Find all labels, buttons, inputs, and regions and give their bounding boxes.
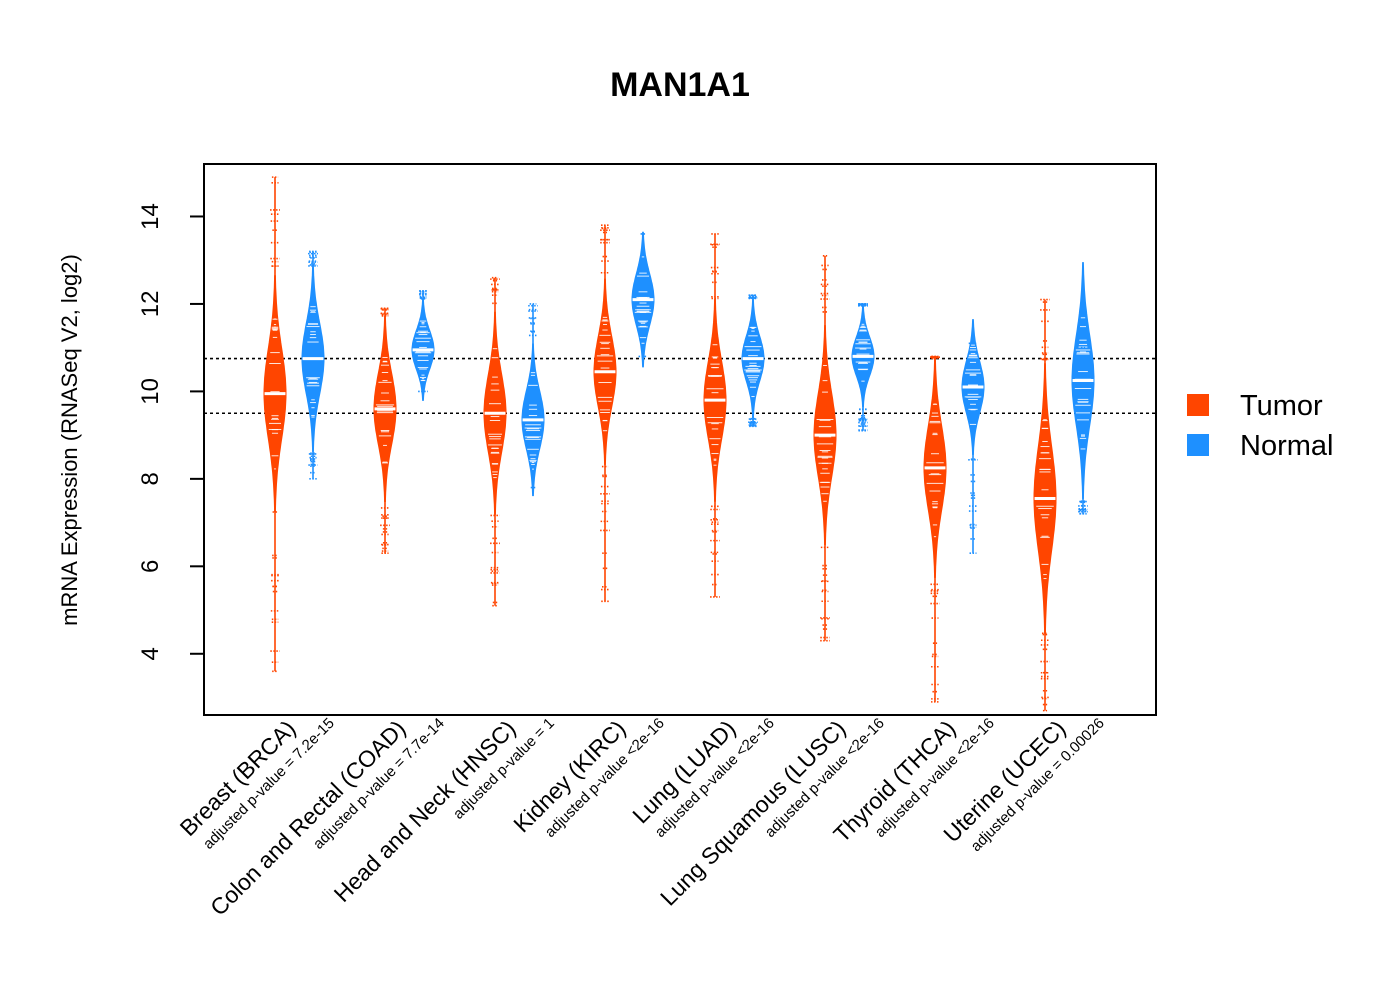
y-axis: 4 6 8 10 12 14 — [137, 203, 205, 660]
tumor-violin — [813, 255, 837, 642]
legend-label-normal: Normal — [1240, 430, 1333, 462]
tumor-violin — [373, 307, 397, 554]
normal-violin — [301, 250, 325, 480]
y-tick-label: 4 — [137, 647, 164, 660]
normal-violin — [741, 294, 765, 428]
chart-title: MAN1A1 — [610, 66, 750, 104]
y-tick-label: 14 — [137, 203, 164, 230]
tumor-violin — [483, 276, 507, 607]
tumor-violin — [703, 233, 727, 598]
tumor-violin — [1033, 298, 1057, 712]
y-tick-label: 10 — [137, 378, 164, 405]
tumor-violin — [593, 224, 617, 603]
tumor-violin — [923, 355, 947, 703]
y-tick-label: 8 — [137, 472, 164, 485]
normal-violin — [961, 319, 985, 554]
normal-violin — [851, 303, 875, 432]
legend-swatch-tumor — [1187, 394, 1209, 416]
tumor-violin — [263, 176, 287, 673]
legend-swatch-normal — [1187, 434, 1209, 456]
legend-label-tumor: Tumor — [1240, 390, 1323, 422]
normal-violin — [411, 290, 435, 401]
plot-frame — [203, 163, 1157, 716]
y-tick-label: 12 — [137, 291, 164, 318]
legend: Tumor Normal — [1187, 390, 1333, 462]
normal-violin — [521, 303, 545, 497]
normal-violin — [1071, 262, 1095, 515]
plot-area — [204, 176, 1156, 712]
x-axis-labels: Breast (BRCA)adjusted p-value = 7.2e-15C… — [175, 715, 1108, 921]
y-axis-title: mRNA Expression (RNASeq V2, log2) — [57, 254, 82, 626]
normal-violin — [631, 231, 655, 368]
y-tick-label: 6 — [137, 560, 164, 573]
